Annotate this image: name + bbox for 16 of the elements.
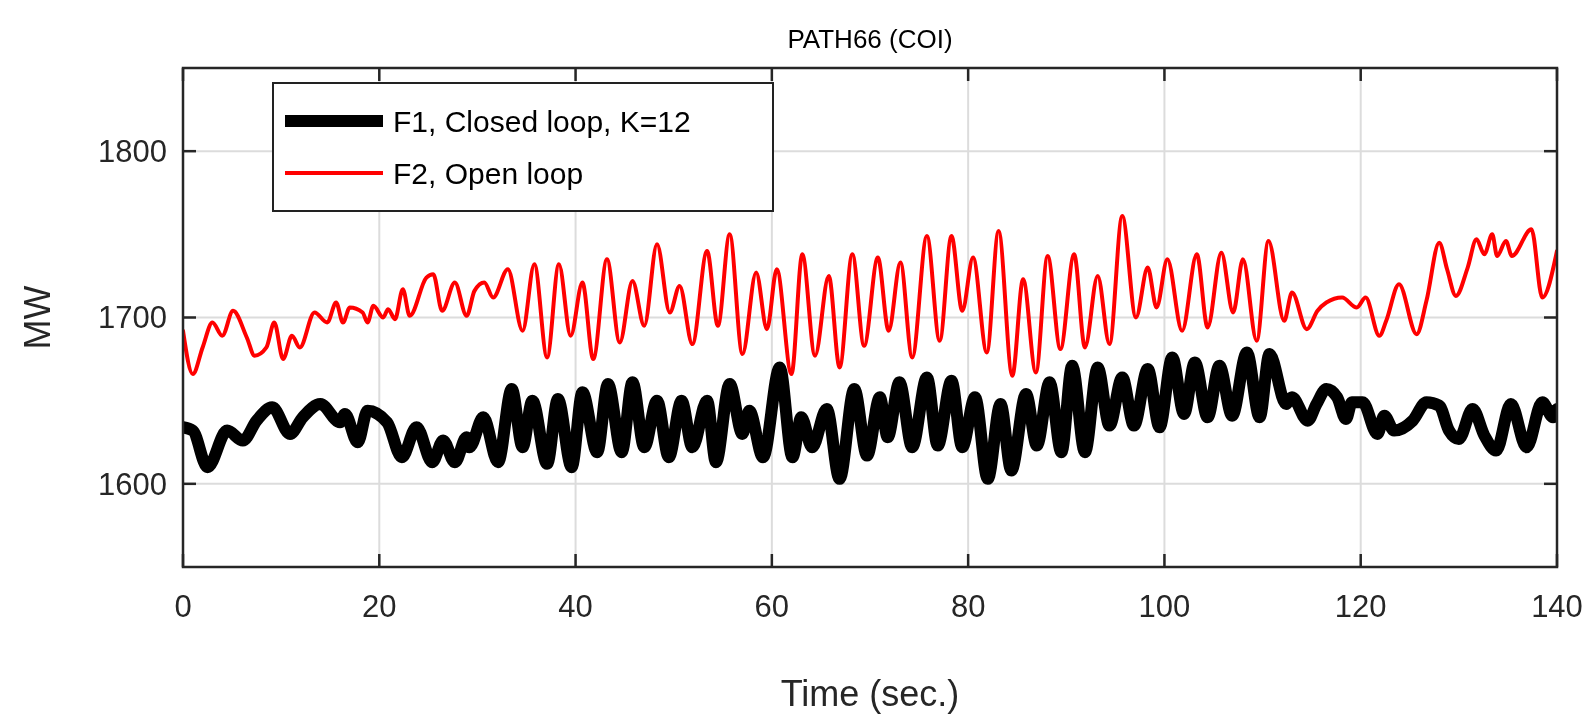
x-tick-label: 60 [754,589,790,624]
legend-label: F1, Closed loop, K=12 [393,104,691,138]
y-tick-label: 1700 [98,300,167,336]
x-tick-label: 0 [174,589,192,624]
x-tick-label: 140 [1531,589,1583,624]
y-tick-label: 1600 [98,466,167,502]
x-tick-label: 40 [558,589,593,624]
y-tick-label: 1800 [98,134,167,170]
y-axis-title: MW [17,285,58,350]
x-tick-label: 100 [1138,589,1191,624]
chart-title: PATH66 (COI) [787,24,953,54]
x-tick-label: 20 [362,589,397,624]
x-axis-title: Time (sec.) [780,673,960,714]
x-tick-label: 120 [1334,589,1387,624]
legend-label: F2, Open loop [393,156,584,190]
x-tick-label: 80 [950,589,986,624]
